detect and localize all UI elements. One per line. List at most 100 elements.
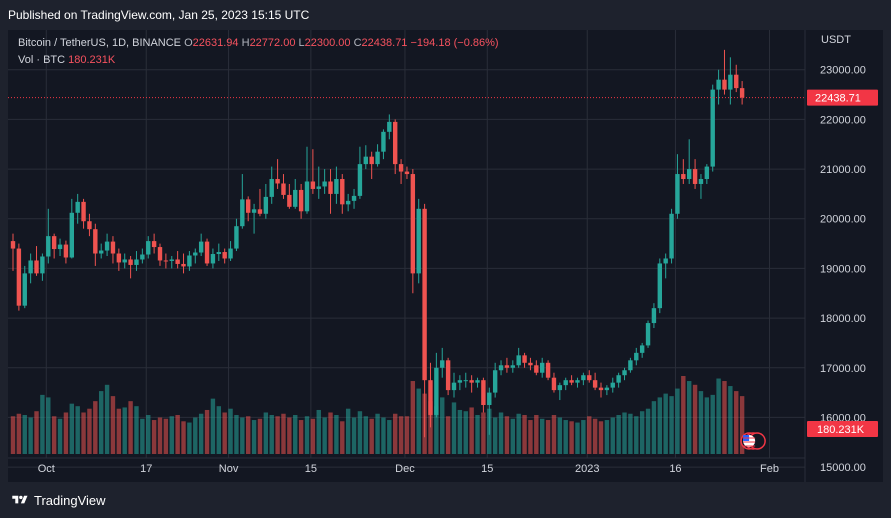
volume-bar — [110, 396, 116, 454]
volume-bar — [728, 386, 733, 454]
candle-body — [216, 252, 221, 255]
volume-bar — [363, 416, 368, 454]
candle-body — [246, 199, 251, 213]
candle-body — [287, 194, 292, 207]
candle-body — [645, 323, 651, 346]
candle-body — [587, 375, 592, 381]
volume-bar — [510, 418, 515, 454]
candle-body — [410, 174, 416, 274]
y-tick-label: 22000.00 — [820, 114, 866, 126]
candle-body — [128, 259, 133, 265]
volume-bar — [698, 391, 704, 454]
candle-body — [622, 370, 627, 376]
candle-body — [69, 212, 74, 258]
volume-bar — [393, 413, 398, 454]
symbol-legend: Bitcoin / TetherUS, 1D, BINANCE O22631.9… — [18, 35, 499, 69]
footer: TradingView — [0, 482, 891, 518]
candle-body — [46, 236, 51, 257]
tradingview-logo-icon — [12, 495, 28, 504]
publish-header: Published on TradingView.com, Jan 25, 20… — [0, 0, 891, 30]
candle-body — [363, 156, 368, 165]
x-tick-label: Feb — [760, 463, 779, 475]
candle-body — [628, 360, 633, 371]
candle-body — [651, 308, 657, 324]
candle-body — [440, 360, 445, 368]
volume-bar — [263, 412, 269, 454]
candle-body — [457, 380, 463, 383]
candle-body — [51, 236, 57, 250]
candle-body — [698, 179, 704, 184]
candle-body — [451, 382, 457, 391]
volume-bar — [734, 391, 739, 454]
volume-bar — [398, 416, 404, 454]
volume-bar — [246, 416, 251, 454]
volume-bar — [10, 416, 16, 454]
candle-body — [116, 253, 122, 263]
volume-bar — [240, 417, 245, 454]
volume-bar — [675, 388, 680, 454]
volume-bar — [134, 406, 139, 454]
currency-label: USDT — [821, 34, 851, 46]
volume-bar — [187, 422, 192, 454]
candle-body — [504, 365, 510, 368]
volume-bar — [540, 418, 545, 454]
volume-bar — [557, 417, 563, 454]
candle-body — [522, 355, 527, 363]
candle-body — [675, 174, 680, 214]
low-value: 22300.00 — [304, 37, 351, 49]
symbol-label: Bitcoin / TetherUS, 1D, BINANCE — [18, 37, 182, 49]
volume-legend: Vol · BTC 180.231K — [18, 52, 499, 69]
candle-body — [251, 209, 257, 213]
candle-body — [575, 380, 580, 383]
candle-body — [263, 196, 269, 214]
candle-body — [540, 362, 545, 373]
candle-body — [516, 355, 521, 366]
last-price-tag — [807, 89, 878, 106]
volume-bar — [140, 418, 145, 454]
volume-bar — [663, 393, 668, 454]
change-value: −194.18 (−0.86%) — [410, 37, 499, 49]
volume-bar — [257, 418, 263, 454]
open-label: O — [184, 37, 193, 49]
volume-bar — [687, 381, 692, 454]
volume-bar — [175, 415, 180, 454]
candle-body — [269, 179, 274, 197]
volume-bar — [357, 411, 363, 454]
candle-body — [634, 352, 639, 361]
volume-bar — [710, 394, 715, 454]
volume-bar — [351, 417, 357, 454]
candle-body — [146, 241, 151, 255]
volume-bar — [610, 417, 615, 454]
candle-body — [551, 377, 557, 391]
candle-body — [557, 385, 563, 391]
candle-body — [110, 241, 116, 254]
volume-bar — [269, 415, 274, 454]
volume-bar — [116, 408, 122, 454]
volume-bar — [169, 416, 174, 454]
volume-bar — [651, 401, 657, 454]
candle-body — [22, 273, 27, 306]
candle-body — [716, 79, 721, 90]
volume-bar — [334, 415, 339, 454]
candle-body — [16, 248, 22, 306]
volume-bar — [475, 415, 480, 454]
volume-bar — [316, 409, 321, 454]
volume-bar — [722, 381, 727, 454]
price-chart[interactable]: 15000.0016000.0017000.0018000.0019000.00… — [8, 30, 883, 482]
candle-body — [734, 74, 739, 89]
candle-body — [75, 201, 80, 213]
candle-body — [692, 169, 698, 184]
volume-bar — [375, 413, 380, 454]
chart-panel[interactable]: 15000.00 16000.00 17000.00 18000.00 19000.00… — [8, 30, 883, 482]
candle-body — [163, 260, 169, 262]
candle-body — [81, 201, 86, 222]
candle-body — [528, 362, 533, 366]
volume-bar — [222, 412, 227, 454]
y-tick-label: 15000.00 — [820, 462, 866, 474]
candle-body — [310, 181, 316, 189]
volume-bar — [104, 384, 110, 454]
volume-bar — [345, 408, 351, 454]
volume-bar — [704, 397, 710, 454]
volume-bar — [604, 420, 610, 454]
y-tick-label: 20000.00 — [820, 214, 866, 226]
